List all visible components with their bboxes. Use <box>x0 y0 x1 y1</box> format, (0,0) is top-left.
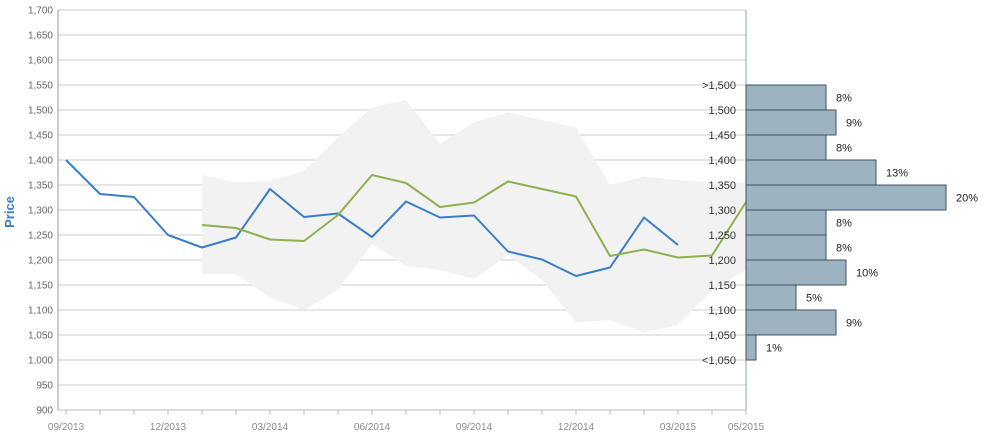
histogram-percent-label: 9% <box>846 118 862 130</box>
tick-labels: 900 950 1,000 1,050 1,100 1,150 1,200 1,250 1,30… <box>28 6 978 434</box>
histogram-percent-label: 10% <box>856 268 878 280</box>
y-tick-label: 950 <box>36 381 53 392</box>
histogram-category-label: 1,150 <box>708 280 736 292</box>
histogram-category-label: 1,250 <box>708 230 736 242</box>
histogram-bar <box>745 134 827 161</box>
y-tick-label: 1,200 <box>28 256 53 267</box>
y-tick-label: 1,450 <box>28 131 53 142</box>
histogram-percent-label: 9% <box>846 318 862 330</box>
y-tick-label: 1,600 <box>28 56 53 67</box>
histogram-percent-label: 5% <box>806 293 822 305</box>
y-tick-label: 1,300 <box>28 206 53 217</box>
y-tick-label: 1,150 <box>28 281 53 292</box>
histogram-category-label: 1,300 <box>708 205 736 217</box>
y-tick-label: 1,250 <box>28 231 53 242</box>
histogram-percent-label: 8% <box>836 243 852 255</box>
histogram-bar <box>745 84 827 111</box>
histogram-category-label: 1,450 <box>708 130 736 142</box>
histogram-bar <box>745 284 797 311</box>
y-tick-label: 1,100 <box>28 306 53 317</box>
histogram-category-label: 1,400 <box>708 155 736 167</box>
y-axis-title: Price <box>2 196 17 228</box>
histogram-category-label: 1,050 <box>708 330 736 342</box>
histogram-category-label: 1,100 <box>708 305 736 317</box>
x-tick-label: 09/2013 <box>48 422 85 433</box>
histogram-category-label: 1,350 <box>708 180 736 192</box>
histogram-percent-label: 8% <box>836 143 852 155</box>
y-tick-label: 900 <box>36 406 53 417</box>
histogram-percent-label: 20% <box>956 193 978 205</box>
histogram-bar <box>745 259 847 286</box>
x-tick-label: 03/2015 <box>660 422 697 433</box>
series-lines <box>65 159 747 277</box>
histogram-bar <box>745 184 947 211</box>
histogram-category-label: 1,500 <box>708 105 736 117</box>
x-tick-label: 12/2014 <box>558 422 595 433</box>
histogram-percent-label: 1% <box>766 343 782 355</box>
histogram-bar <box>745 309 837 336</box>
histogram-category-label: <1,050 <box>702 355 736 367</box>
price-series-line <box>65 159 679 277</box>
x-tick-label: 03/2014 <box>252 422 289 433</box>
histogram-bar <box>745 109 837 136</box>
histogram-percent-label: 8% <box>836 93 852 105</box>
histogram-category-label: 1,200 <box>708 255 736 267</box>
y-tick-label: 1,500 <box>28 106 53 117</box>
histogram-percent-label: 8% <box>836 218 852 230</box>
histogram-bar <box>745 334 757 361</box>
y-tick-label: 1,050 <box>28 331 53 342</box>
y-tick-label: 1,400 <box>28 156 53 167</box>
histogram-bar <box>745 209 827 236</box>
y-tick-label: 1,000 <box>28 356 53 367</box>
histogram-bar <box>745 159 877 186</box>
histogram-bar <box>745 234 827 261</box>
y-tick-label: 1,650 <box>28 31 53 42</box>
forecast-series-line <box>201 174 747 259</box>
distribution-histogram <box>745 84 947 361</box>
histogram-percent-label: 13% <box>886 168 908 180</box>
y-tick-label: 1,700 <box>28 6 53 17</box>
y-tick-label: 1,350 <box>28 181 53 192</box>
x-tick-label: 05/2015 <box>728 422 765 433</box>
y-tick-label: 1,550 <box>28 81 53 92</box>
x-tick-label: 12/2013 <box>150 422 187 433</box>
histogram-category-label: >1,500 <box>702 80 736 92</box>
x-tick-label: 09/2014 <box>456 422 493 433</box>
x-tick-label: 06/2014 <box>354 422 391 433</box>
